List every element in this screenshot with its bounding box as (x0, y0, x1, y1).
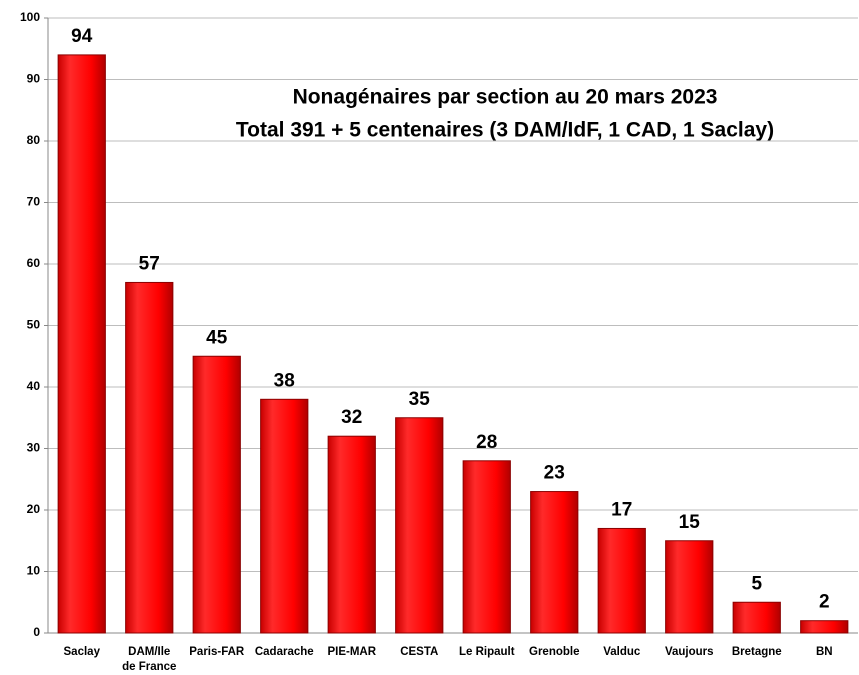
value-label: 32 (341, 407, 362, 428)
y-tick-label: 60 (27, 256, 41, 270)
y-tick-label: 20 (27, 502, 41, 516)
value-label: 2 (819, 592, 830, 613)
x-tick-label: Bretagne (732, 646, 782, 658)
x-tick-label: Le Ripault (459, 646, 515, 658)
x-tick-label: BN (816, 646, 833, 658)
x-tick-label: Saclay (64, 646, 101, 658)
bar (597, 527, 646, 634)
value-label: 57 (139, 253, 160, 274)
x-tick-label: CESTA (400, 646, 438, 658)
chart-subtitle: Total 391 + 5 centenaires (3 DAM/IdF, 1 … (236, 119, 774, 142)
chart-title: Nonagénaires par section au 20 mars 2023 (293, 86, 718, 109)
bar (327, 435, 376, 634)
y-tick-label: 80 (27, 133, 41, 147)
value-label: 5 (751, 573, 762, 594)
x-tick-label: PIE-MAR (327, 646, 376, 658)
value-label: 38 (274, 370, 295, 391)
value-label: 94 (71, 26, 93, 47)
y-tick-label: 10 (27, 564, 41, 578)
x-tick-label: DAM/Ile de France (122, 646, 176, 673)
value-label: 28 (476, 432, 497, 453)
bar (530, 491, 579, 634)
x-tick-label: Valduc (603, 646, 641, 658)
x-tick-label: Cadarache (255, 646, 314, 658)
y-tick-label: 100 (20, 10, 40, 24)
y-tick-label: 0 (33, 625, 40, 639)
bar (800, 620, 849, 634)
value-label: 45 (206, 327, 228, 348)
x-tick-label: Paris-FAR (189, 646, 245, 658)
bar (192, 355, 241, 634)
y-tick-label: 70 (27, 195, 41, 209)
value-label: 17 (611, 499, 632, 520)
y-tick-label: 90 (27, 72, 41, 86)
value-label: 15 (679, 512, 701, 533)
bar (57, 54, 106, 634)
y-tick-label: 40 (27, 379, 41, 393)
value-label: 23 (544, 463, 565, 484)
y-tick-label: 30 (27, 441, 41, 455)
x-tick-label: Vaujours (665, 646, 714, 658)
bar (665, 540, 714, 634)
bar (462, 460, 511, 634)
bar (125, 281, 174, 634)
value-label: 35 (409, 389, 431, 410)
bar (260, 398, 309, 634)
bar (732, 601, 781, 634)
x-tick-label: Grenoble (529, 646, 579, 658)
bar (395, 417, 444, 634)
y-tick-label: 50 (27, 318, 41, 332)
